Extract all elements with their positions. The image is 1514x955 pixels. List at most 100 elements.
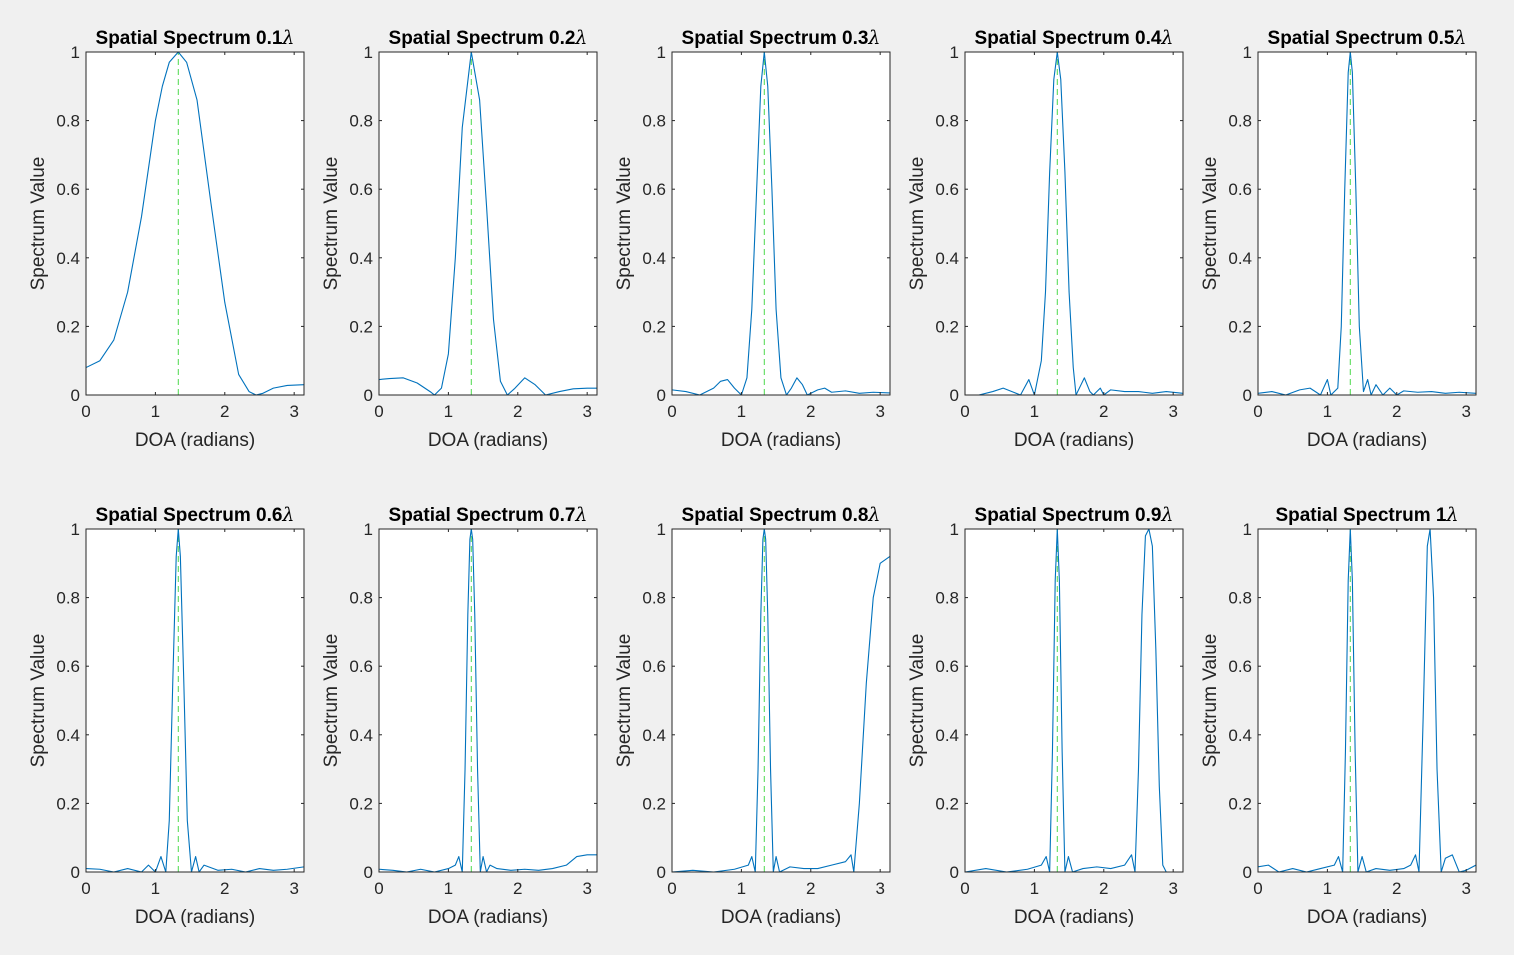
- lambda-symbol: λ: [867, 27, 880, 49]
- spectrum-line: [965, 529, 1183, 872]
- x-tick-label: 3: [875, 879, 884, 898]
- x-tick-label: 3: [1168, 402, 1177, 421]
- x-tick-label: 2: [806, 402, 815, 421]
- x-tick-label: 2: [513, 402, 522, 421]
- subplot-title-text: Spatial Spectrum 0.3: [682, 28, 869, 49]
- x-tick-label: 2: [220, 879, 229, 898]
- x-tick-label: 1: [444, 879, 453, 898]
- y-tick-label: 1: [950, 520, 959, 539]
- x-tick-label: 2: [806, 879, 815, 898]
- x-axis-label: DOA (radians): [1014, 430, 1134, 451]
- subplot-title-text: Spatial Spectrum 0.5: [1268, 28, 1455, 49]
- subplot-title: Spatial Spectrum 1λ: [1275, 504, 1458, 526]
- plot-area: [86, 52, 304, 395]
- x-axis-label: DOA (radians): [1307, 907, 1427, 928]
- lambda-symbol: λ: [1453, 27, 1466, 49]
- x-tick-label: 1: [151, 879, 160, 898]
- y-tick-label: 0.6: [935, 180, 959, 199]
- spectrum-line: [86, 52, 304, 395]
- x-tick-label: 1: [1323, 402, 1332, 421]
- subplot-title-text: Spatial Spectrum 0.6: [96, 505, 283, 526]
- y-tick-label: 0.6: [1228, 657, 1252, 676]
- axes-box: [378, 528, 598, 873]
- plot-area: [672, 529, 890, 872]
- x-tick-label: 3: [582, 879, 591, 898]
- x-tick-label: 3: [1461, 879, 1470, 898]
- x-tick-label: 1: [1030, 402, 1039, 421]
- x-tick-label: 3: [289, 402, 298, 421]
- y-tick-label: 0.6: [642, 657, 666, 676]
- x-tick-label: 0: [667, 879, 676, 898]
- y-tick-label: 0.6: [935, 657, 959, 676]
- x-tick-label: 0: [374, 879, 383, 898]
- y-tick-label: 0: [1243, 386, 1252, 405]
- subplot-title-text: Spatial Spectrum 0.7: [389, 505, 576, 526]
- y-tick-label: 1: [364, 43, 373, 62]
- y-tick-label: 0.2: [642, 317, 666, 336]
- x-tick-label: 0: [1253, 879, 1262, 898]
- y-tick-label: 0.2: [349, 317, 373, 336]
- x-axis-label: DOA (radians): [721, 907, 841, 928]
- x-tick-label: 1: [1030, 879, 1039, 898]
- y-tick-label: 0.8: [349, 112, 373, 131]
- x-tick-label: 3: [1461, 402, 1470, 421]
- y-axis-label: Spectrum Value: [1200, 157, 1221, 291]
- subplot-title-text: Spatial Spectrum 0.4: [975, 28, 1162, 49]
- subplot-3: 0 1 2 3 0 0.2 0.4 0.6 0.8 1 DOA (radians) Spectrum …: [614, 27, 891, 451]
- spectrum-line: [672, 529, 890, 872]
- x-tick-label: 0: [960, 879, 969, 898]
- lambda-symbol: λ: [281, 27, 294, 49]
- x-tick-label: 2: [1099, 879, 1108, 898]
- y-tick-label: 0.6: [56, 180, 80, 199]
- subplot-2: 0 1 2 3 0 0.2 0.4 0.6 0.8 1 DOA (radians) Spectrum …: [321, 27, 598, 451]
- lambda-symbol: λ: [281, 504, 294, 526]
- plot-area: [965, 52, 1183, 395]
- lambda-symbol: λ: [1160, 27, 1173, 49]
- x-tick-label: 3: [582, 402, 591, 421]
- subplot-title: Spatial Spectrum 0.7λ: [389, 504, 588, 526]
- x-tick-label: 3: [875, 402, 884, 421]
- y-tick-label: 0.2: [56, 794, 80, 813]
- y-tick-label: 0.4: [935, 726, 959, 745]
- y-tick-label: 0.6: [56, 657, 80, 676]
- x-tick-label: 1: [1323, 879, 1332, 898]
- subplot-8: 0 1 2 3 0 0.2 0.4 0.6 0.8 1 DOA (radians) Spectrum …: [614, 504, 891, 928]
- spectrum-line: [1258, 529, 1476, 872]
- x-tick-label: 0: [81, 402, 90, 421]
- y-tick-label: 0: [364, 863, 373, 882]
- axes-box: [1257, 51, 1477, 396]
- y-tick-label: 0.8: [642, 589, 666, 608]
- x-tick-label: 2: [1099, 402, 1108, 421]
- y-tick-label: 0.8: [935, 589, 959, 608]
- y-tick-label: 1: [1243, 520, 1252, 539]
- axes-box: [85, 51, 305, 396]
- y-axis-label: Spectrum Value: [614, 634, 635, 768]
- axes-box: [1257, 528, 1477, 873]
- x-tick-label: 3: [1168, 879, 1177, 898]
- y-tick-label: 0.2: [1228, 794, 1252, 813]
- x-axis-label: DOA (radians): [135, 907, 255, 928]
- subplot-title-text: Spatial Spectrum 0.1: [96, 28, 283, 49]
- y-axis-label: Spectrum Value: [28, 634, 49, 768]
- x-axis-label: DOA (radians): [1307, 430, 1427, 451]
- y-tick-label: 0.8: [935, 112, 959, 131]
- spectrum-line: [379, 529, 597, 872]
- x-tick-label: 1: [737, 402, 746, 421]
- x-tick-label: 3: [289, 879, 298, 898]
- y-tick-label: 0.6: [642, 180, 666, 199]
- axes-box: [964, 528, 1184, 873]
- y-tick-label: 0.6: [349, 180, 373, 199]
- y-tick-label: 1: [71, 43, 80, 62]
- subplot-1: 0 1 2 3 0 0.2 0.4 0.6 0.8 1 DOA (radians) Spectrum …: [28, 27, 305, 451]
- subplot-4: 0 1 2 3 0 0.2 0.4 0.6 0.8 1 DOA (radians) Spectrum …: [907, 27, 1184, 451]
- y-tick-label: 0.4: [642, 249, 666, 268]
- y-tick-label: 0.2: [642, 794, 666, 813]
- spectrum-line: [379, 52, 597, 395]
- subplot-title: Spatial Spectrum 0.5λ: [1268, 27, 1467, 49]
- x-tick-label: 0: [374, 402, 383, 421]
- y-axis-label: Spectrum Value: [907, 634, 928, 768]
- y-tick-label: 1: [364, 520, 373, 539]
- plot-area: [965, 529, 1183, 872]
- y-tick-label: 0.8: [642, 112, 666, 131]
- y-tick-label: 0.4: [56, 726, 80, 745]
